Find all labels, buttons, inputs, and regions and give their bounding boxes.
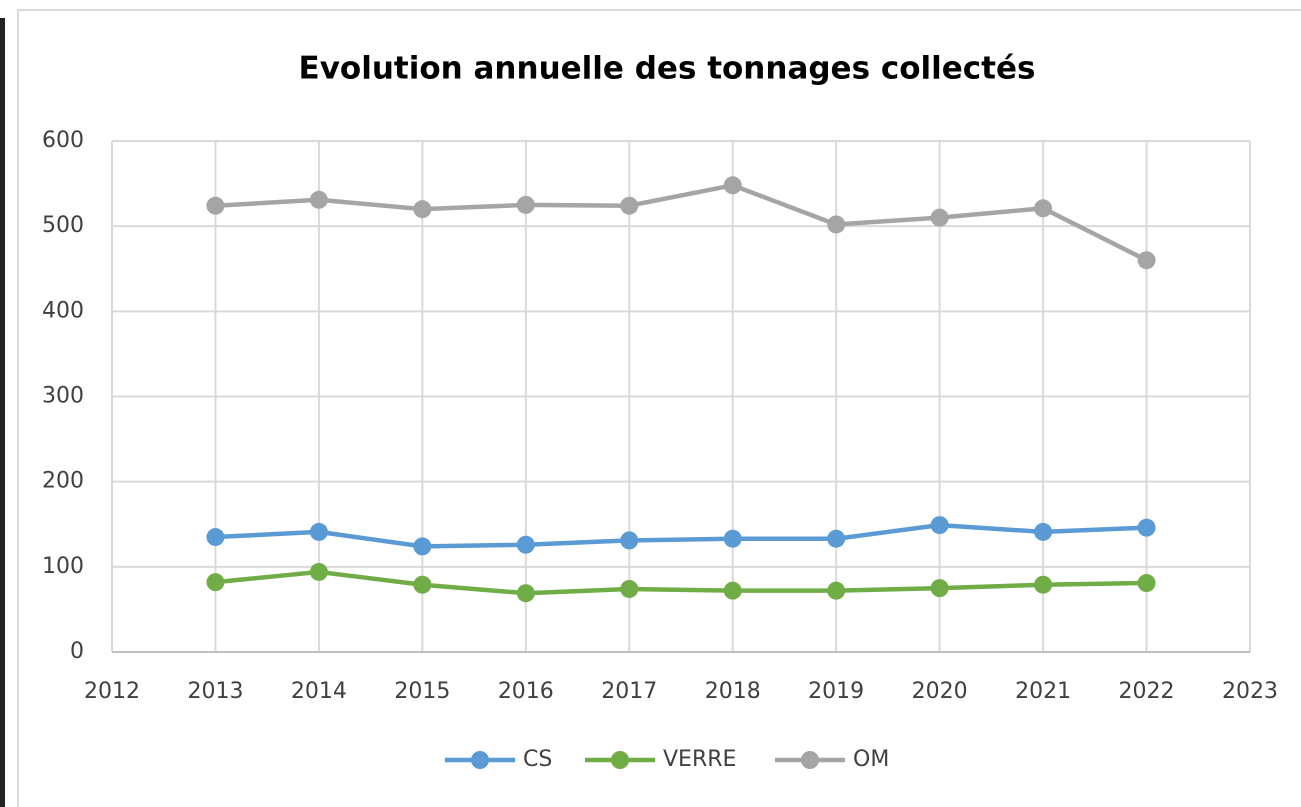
- x-tick-label: 2016: [498, 679, 554, 704]
- point: [723, 176, 742, 195]
- point: [413, 575, 432, 594]
- legend-marker: [611, 751, 629, 769]
- point: [413, 200, 432, 219]
- point: [413, 537, 432, 556]
- chart-frame: [17, 9, 1301, 807]
- legend-label: OM: [853, 747, 889, 772]
- legend-label: CS: [523, 747, 552, 772]
- y-tick-label: 100: [42, 554, 84, 579]
- point: [309, 190, 328, 209]
- point: [309, 522, 328, 541]
- point: [1034, 199, 1053, 218]
- point: [1137, 251, 1156, 270]
- x-tick-label: 2018: [705, 679, 761, 704]
- point: [1137, 518, 1156, 537]
- x-tick-label: 2012: [84, 679, 140, 704]
- series-line: [215, 183, 1148, 263]
- x-tick-label: 2023: [1222, 679, 1278, 704]
- y-tick-label: 600: [42, 128, 84, 153]
- point: [1034, 522, 1053, 541]
- point: [206, 528, 225, 547]
- point: [930, 516, 949, 535]
- x-tick-label: 2017: [601, 679, 657, 704]
- point: [930, 579, 949, 598]
- point: [827, 581, 846, 600]
- y-tick-label: 500: [42, 213, 84, 238]
- point: [206, 573, 225, 592]
- point: [827, 529, 846, 548]
- x-tick-label: 2019: [808, 679, 864, 704]
- y-tick-label: 0: [70, 639, 84, 664]
- x-tick-label: 2021: [1015, 679, 1071, 704]
- y-tick-label: 200: [42, 469, 84, 494]
- point: [516, 535, 535, 554]
- point: [930, 208, 949, 227]
- point: [723, 581, 742, 600]
- legend-marker: [801, 751, 819, 769]
- x-tick-label: 2022: [1119, 679, 1175, 704]
- point: [620, 531, 639, 550]
- series-line: [215, 522, 1147, 549]
- x-tick-label: 2020: [912, 679, 968, 704]
- point: [1137, 574, 1156, 593]
- y-tick-label: 400: [42, 298, 84, 323]
- point: [1034, 575, 1053, 594]
- chart-title: Evolution annuelle des tonnages collecté…: [299, 51, 1036, 87]
- left-edge: [0, 18, 5, 807]
- point: [723, 529, 742, 548]
- point: [516, 195, 535, 214]
- y-tick-label: 300: [42, 384, 84, 409]
- series-line: [215, 569, 1147, 596]
- point: [516, 584, 535, 603]
- point: [309, 562, 328, 581]
- x-tick-label: 2015: [394, 679, 450, 704]
- point: [620, 196, 639, 215]
- point: [827, 215, 846, 234]
- point: [206, 196, 225, 215]
- point: [620, 579, 639, 598]
- legend-marker: [471, 751, 489, 769]
- x-tick-label: 2013: [187, 679, 243, 704]
- legend-label: VERRE: [663, 747, 736, 772]
- x-tick-label: 2014: [291, 679, 347, 704]
